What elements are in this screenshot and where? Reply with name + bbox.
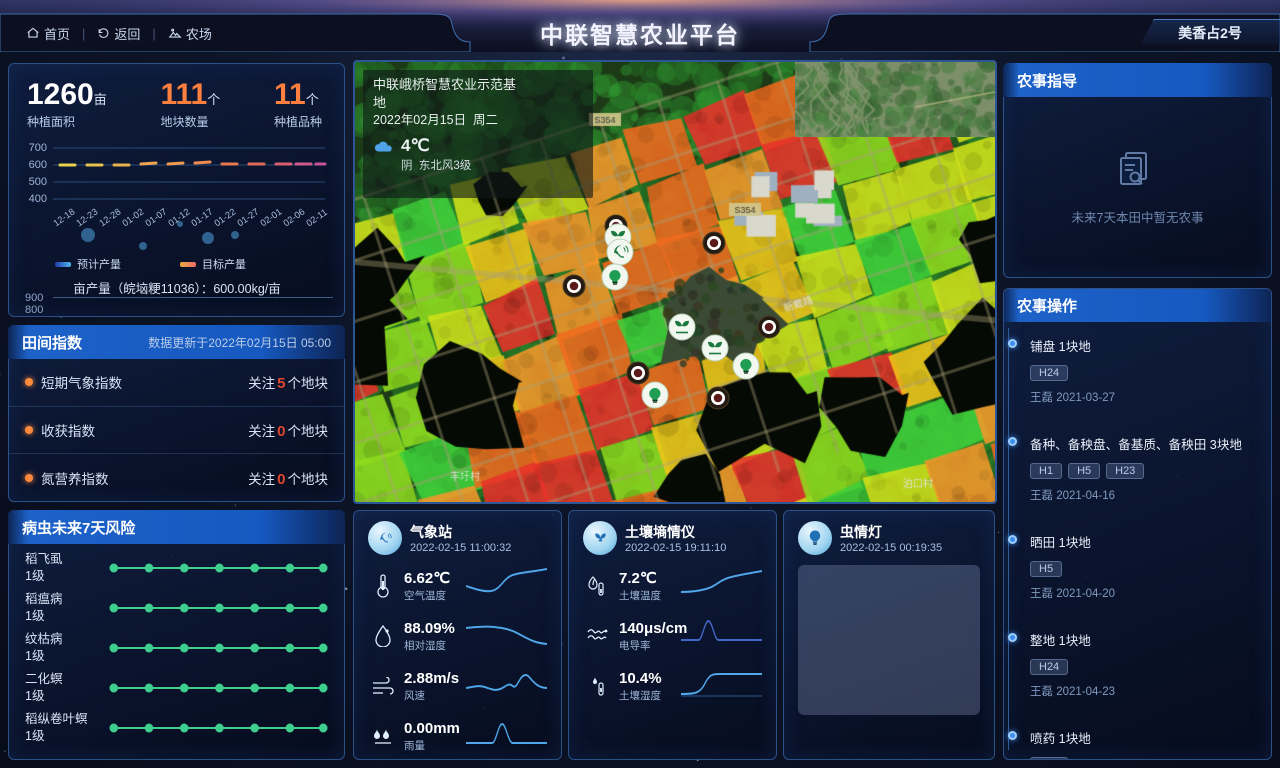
svg-text:01-22: 01-22 xyxy=(212,207,237,229)
svg-text:01-07: 01-07 xyxy=(143,207,168,229)
svg-text:01-02: 01-02 xyxy=(120,207,145,229)
svg-text:700: 700 xyxy=(29,142,47,154)
svg-text:预计产量: 预计产量 xyxy=(77,257,121,271)
svg-text:亩产量（皖垴粳11036）：600.00kg/亩: 亩产量（皖垴粳11036）：600.00kg/亩 xyxy=(73,281,281,296)
svg-text:600: 600 xyxy=(29,159,47,171)
svg-text:目标产量: 目标产量 xyxy=(202,257,246,271)
svg-text:02-06: 02-06 xyxy=(281,207,306,229)
svg-text:02-01: 02-01 xyxy=(258,207,283,229)
svg-text:01-17: 01-17 xyxy=(189,207,214,229)
svg-text:400: 400 xyxy=(29,193,47,205)
svg-text:500: 500 xyxy=(29,176,47,188)
svg-text:12-28: 12-28 xyxy=(97,207,122,229)
svg-text:12-18: 12-18 xyxy=(51,207,76,229)
svg-text:12-23: 12-23 xyxy=(74,207,99,229)
svg-text:01-27: 01-27 xyxy=(235,207,260,229)
svg-text:02-11: 02-11 xyxy=(304,207,329,228)
